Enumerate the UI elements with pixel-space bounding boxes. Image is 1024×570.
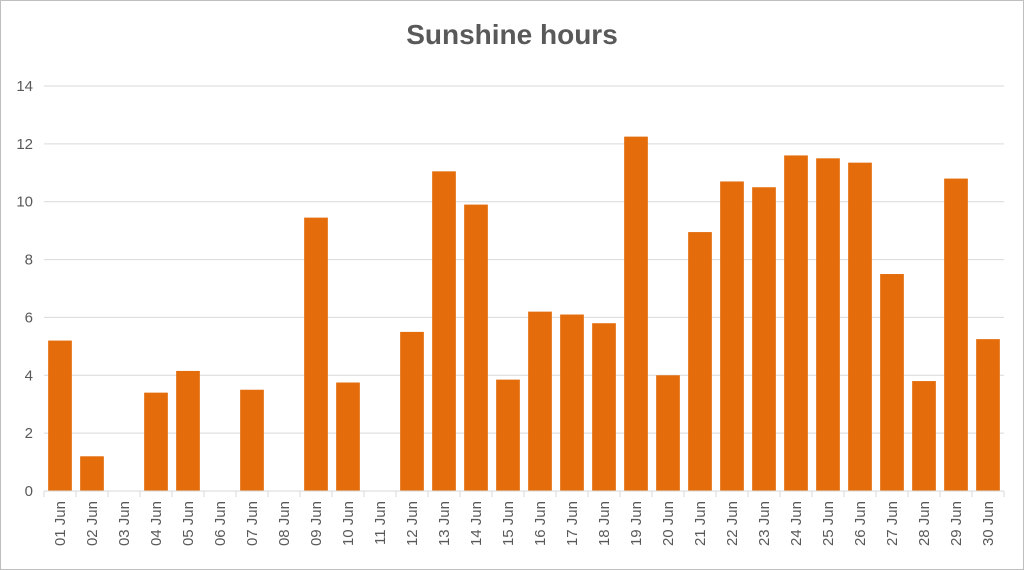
bar — [720, 181, 744, 491]
x-tick-label: 16 Jun — [532, 501, 549, 546]
y-tick-labels: 0 2 4 6 8 10 12 14 — [16, 78, 33, 500]
x-tick-label: 13 Jun — [436, 501, 453, 546]
bar — [560, 314, 584, 491]
bar — [176, 370, 200, 491]
x-tick-label: 04 Jun — [148, 501, 165, 546]
x-tick-label: 18 Jun — [596, 501, 613, 546]
y-tick-label: 4 — [25, 367, 33, 384]
axes — [43, 490, 1005, 497]
y-tick-label: 6 — [25, 309, 33, 326]
x-tick-label: 29 Jun — [948, 501, 965, 546]
x-tick-label: 17 Jun — [564, 501, 581, 546]
x-tick-label: 15 Jun — [500, 501, 517, 546]
x-tick-label: 10 Jun — [340, 501, 357, 546]
x-tick-label: 03 Jun — [116, 501, 133, 546]
bar — [80, 456, 104, 491]
x-tick-label: 26 Jun — [852, 501, 869, 546]
x-tick-label: 11 Jun — [372, 501, 389, 545]
bar — [752, 187, 776, 491]
bar — [944, 178, 968, 492]
x-tick-label: 07 Jun — [244, 501, 261, 546]
x-tick-label: 14 Jun — [468, 501, 485, 546]
bar — [912, 381, 936, 491]
bar — [816, 158, 840, 492]
x-tick-label: 09 Jun — [308, 501, 325, 546]
y-tick-label: 2 — [25, 425, 33, 442]
x-tick-label: 19 Jun — [628, 501, 645, 546]
bar — [592, 323, 616, 491]
bar — [496, 379, 520, 491]
bar — [624, 136, 648, 491]
bar — [848, 162, 872, 492]
y-tick-label: 8 — [25, 252, 33, 269]
x-tick-label: 20 Jun — [660, 501, 677, 546]
bar — [656, 375, 680, 491]
x-tick-label: 25 Jun — [820, 501, 837, 546]
x-tick-label: 06 Jun — [212, 501, 229, 546]
x-tick-label: 05 Jun — [180, 501, 197, 546]
bar — [880, 274, 904, 491]
y-tick-label: 10 — [16, 194, 33, 211]
bar — [48, 340, 72, 491]
bar — [464, 204, 488, 491]
bar — [144, 392, 168, 491]
bar — [432, 171, 456, 491]
x-tick-label: 08 Jun — [276, 501, 293, 546]
bar — [336, 382, 360, 491]
x-tick-label: 02 Jun — [84, 501, 101, 546]
x-tick-label: 24 Jun — [788, 501, 805, 546]
bar — [976, 339, 1000, 491]
x-tick-labels: 01 Jun 02 Jun 03 Jun 04 Jun 05 Jun 06 Jun 07 J… — [52, 501, 997, 546]
chart-title: Sunshine hours — [406, 19, 618, 50]
x-tick-label: 30 Jun — [980, 501, 997, 546]
x-tick-label: 12 Jun — [404, 501, 421, 546]
x-tick-label: 28 Jun — [916, 501, 933, 546]
x-tick-label: 23 Jun — [756, 501, 773, 546]
gridlines — [44, 85, 1004, 434]
bar — [688, 232, 712, 491]
bar — [304, 217, 328, 491]
y-tick-label: 14 — [16, 78, 33, 95]
bars — [48, 136, 1000, 492]
bar — [240, 389, 264, 491]
bar — [528, 311, 552, 491]
x-tick-label: 21 Jun — [692, 501, 709, 546]
y-tick-label: 12 — [16, 136, 33, 153]
bar — [784, 155, 808, 491]
x-tick-label: 01 Jun — [52, 501, 69, 546]
y-tick-label: 0 — [25, 483, 33, 500]
x-tick-label: 22 Jun — [724, 501, 741, 546]
x-tick-label: 27 Jun — [884, 501, 901, 546]
bar — [400, 331, 424, 491]
